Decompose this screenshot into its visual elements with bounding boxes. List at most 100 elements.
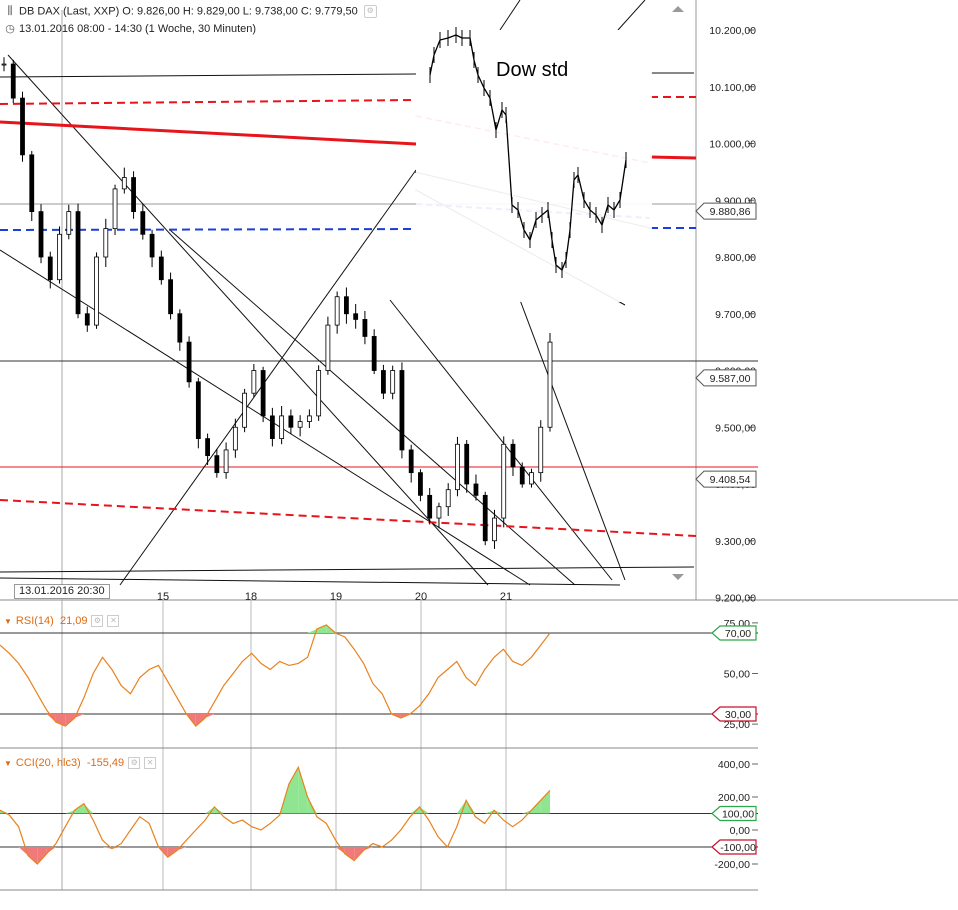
collapse-triangle-icon[interactable]: ▼ xyxy=(4,617,12,626)
x-tick-label: 20 xyxy=(415,591,427,603)
collapse-triangle-icon[interactable]: ▼ xyxy=(4,759,12,768)
cci-level-tag: 100,00 xyxy=(711,805,757,822)
scroll-down-icon xyxy=(672,574,684,580)
rsi-series-line xyxy=(0,624,551,727)
candle-body xyxy=(214,455,220,474)
candle-body xyxy=(66,211,72,235)
candle-body xyxy=(390,370,396,394)
dow-annotation: Dow std xyxy=(496,59,569,81)
rsi-settings-icon[interactable]: ⚙ xyxy=(91,615,104,628)
cci-level-tag-box xyxy=(711,805,757,822)
rsi-y-tick-label: 25,00 xyxy=(724,719,750,731)
candle-body xyxy=(121,177,127,190)
period-header: ◷ 13.01.2016 08:00 - 14:30 (1 Woche, 30 M… xyxy=(4,22,256,35)
cci-oversold-fill xyxy=(344,847,355,861)
candle-body xyxy=(306,415,312,422)
x-tick-label: 18 xyxy=(245,591,257,603)
y-tick-label: 10.100,00 xyxy=(709,82,756,94)
rsi-overbought-fill xyxy=(307,628,317,633)
y-tick-label: 9.200,00 xyxy=(715,593,756,605)
rsi-level-tag-box xyxy=(711,625,757,641)
candle-body xyxy=(158,256,164,281)
rsi-oversold-fill xyxy=(74,714,84,719)
candle-body xyxy=(177,313,183,343)
rsi-close-icon[interactable]: ✕ xyxy=(107,615,120,628)
instrument-line: DB DAX (Last, XXP) O: 9.826,00 H: 9.829,… xyxy=(19,5,358,18)
candle-body xyxy=(269,415,275,439)
y-tick-label: 9.500,00 xyxy=(715,422,756,434)
trend-line xyxy=(389,299,613,581)
cci-oversold-fill xyxy=(27,847,38,864)
price-marker-label: 9.880,86 xyxy=(710,206,751,218)
y-tick-label: 9.300,00 xyxy=(715,536,756,548)
cci-oversold-fill xyxy=(37,847,47,864)
cci-overbought-fill xyxy=(74,803,84,814)
cci-close-icon[interactable]: ✕ xyxy=(144,757,157,770)
candle-body xyxy=(418,472,423,496)
price-marker-label: 9.408,54 xyxy=(710,474,751,486)
bar-chart-icon: ⫼ xyxy=(7,5,13,18)
candle-body xyxy=(186,341,192,383)
cci-level-tag: -100,00 xyxy=(711,839,757,855)
trend-line xyxy=(7,54,489,586)
trend-line xyxy=(0,249,531,586)
rsi-legend: ▼ RSI(14) 21,09 ⚙ ✕ xyxy=(4,615,120,628)
cci-legend: ▼ CCI(20, hlc3) -155,49 ⚙ ✕ xyxy=(4,757,157,770)
cci-level-tag-box xyxy=(711,839,757,855)
settings-gear-icon[interactable]: ⚙ xyxy=(363,5,377,18)
dow-price-line xyxy=(429,34,627,272)
trend-line xyxy=(499,0,521,31)
candle-body xyxy=(473,483,479,496)
solid-red-trendline xyxy=(649,155,697,160)
candle-body xyxy=(1,63,7,66)
rsi-oversold-fill xyxy=(55,714,66,727)
cci-overbought-fill xyxy=(466,800,476,814)
cci-value: -155,49 xyxy=(86,757,125,769)
price-marker-label: 9.587,00 xyxy=(710,373,751,385)
candle-body xyxy=(112,188,118,230)
candle-body xyxy=(344,296,349,315)
cci-level-tag-label: -100,00 xyxy=(720,842,756,854)
candle-body xyxy=(38,211,44,258)
cci-y-tick-label: 200,00 xyxy=(718,792,750,804)
rsi-value: 21,09 xyxy=(59,615,88,627)
candle-body xyxy=(242,392,248,428)
candle-body xyxy=(455,443,460,491)
cci-y-tick-label: 400,00 xyxy=(718,759,750,771)
rsi-level-tag: 70,00 xyxy=(711,625,757,641)
cci-overbought-fill xyxy=(419,806,429,814)
cci-overbought-fill xyxy=(298,767,308,814)
candle-body xyxy=(47,256,53,281)
candle-body xyxy=(279,415,285,439)
cci-settings-icon[interactable]: ⚙ xyxy=(128,757,141,770)
candle-body xyxy=(482,494,488,542)
y-tick-label: 10.000,00 xyxy=(709,139,756,151)
x-tick-label: 21 xyxy=(500,591,512,603)
price-marker-box xyxy=(695,202,757,220)
candle-body xyxy=(223,449,229,474)
rsi-overbought-fill xyxy=(316,624,327,633)
y-tick-label: 9.700,00 xyxy=(715,309,756,321)
price-marker-tag: 9.880,86 xyxy=(695,202,757,220)
dow-inset-panel xyxy=(416,30,652,302)
cci-overbought-fill xyxy=(540,790,550,814)
candle-body xyxy=(547,341,553,428)
cci-overbought-fill xyxy=(288,767,299,814)
candle-body xyxy=(84,313,90,326)
candle-body xyxy=(57,233,62,281)
dashed-red-trendline xyxy=(0,99,417,105)
candle-body xyxy=(29,154,35,213)
candle-body xyxy=(408,449,414,474)
candle-body xyxy=(501,443,507,519)
instrument-header: ⫼ DB DAX (Last, XXP) O: 9.826,00 H: 9.829… xyxy=(4,5,377,18)
candle-body xyxy=(103,228,109,258)
cci-y-tick-label: 0,00 xyxy=(730,825,751,837)
candle-body xyxy=(297,421,303,428)
candle-body xyxy=(195,381,201,440)
x-tick-label: 15 xyxy=(157,591,169,603)
rsi-level-tag-label: 30,00 xyxy=(725,709,751,721)
candle-body xyxy=(529,472,534,485)
solid-red-trendline xyxy=(0,120,417,146)
candle-body xyxy=(362,319,368,337)
